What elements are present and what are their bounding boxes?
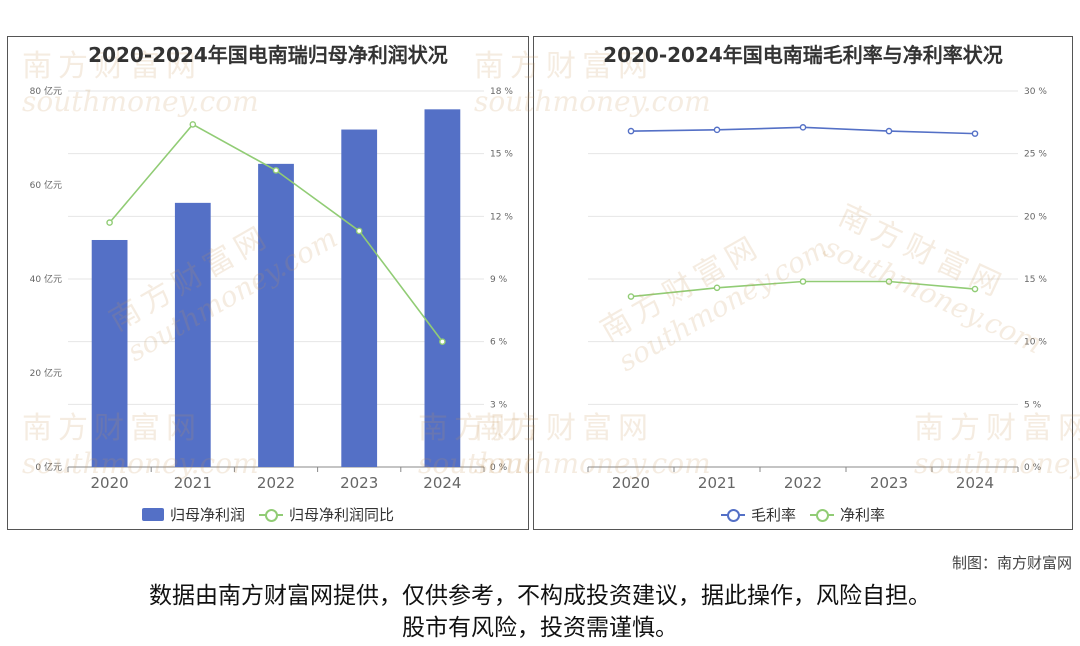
net-margin-point: [713, 284, 721, 292]
y-right-tick-label: 20 %: [1024, 212, 1047, 222]
x-tick-label: 2024: [956, 474, 994, 492]
y-right-tick-label: 18 %: [490, 87, 513, 97]
chart-panel-margins: 0 % 5 % 10 % 15 % 20 % 25 % 30 % 2020 2021 2022 20…: [474, 36, 1080, 530]
gross-margin-point: [971, 130, 979, 137]
y-right-tick-label: 30 %: [1024, 87, 1047, 97]
profit-bar: [258, 163, 294, 467]
y-right-tick-label: 0 %: [490, 463, 508, 473]
y-right-tick-label: 6 %: [490, 338, 508, 348]
x-tick-label: 2022: [784, 474, 822, 492]
yoy-point: [272, 167, 280, 174]
y-left-tick-label: 40 亿元: [30, 273, 62, 285]
y-left-tick-label: 20 亿元: [30, 367, 62, 379]
y-right-tick-label: 25 %: [1024, 150, 1047, 160]
chart-panel-net-profit: 0 % 3 % 6 % 9 % 12 % 15 % 18 % 2020 2021 2022 2023…: [7, 36, 655, 530]
y-right-tick-label: 12 %: [490, 212, 513, 222]
x-tick-label: 2022: [257, 474, 295, 492]
profit-bar: [341, 129, 378, 467]
yoy-point: [189, 121, 197, 128]
chart-title: 2020-2024年国电南瑞毛利率与净利率状况: [603, 43, 1003, 67]
x-tick-label: 2021: [174, 474, 212, 492]
disclaimer: 数据由南方财富网提供，仅供参考，不构成投资建议，据此操作，风险自担。 股市有风险…: [0, 580, 1080, 644]
legend-line-swatch: [810, 508, 834, 522]
legend-item-net-margin[interactable]: 净利率: [810, 504, 885, 525]
chart-title: 2020-2024年国电南瑞归母净利润状况: [88, 43, 448, 67]
yoy-point: [106, 219, 113, 226]
gross-margin-point: [713, 126, 721, 134]
y-right-tick-label: 15 %: [490, 150, 513, 160]
disclaimer-line: 数据由南方财富网提供，仅供参考，不构成投资建议，据此操作，风险自担。: [149, 583, 931, 609]
legend-item-gross-margin[interactable]: 毛利率: [720, 504, 796, 525]
y-right-tick-label: 15 %: [1024, 275, 1047, 285]
net-profit-chart: 0 % 3 % 6 % 9 % 12 % 15 % 18 % 2020 2021 2022 2023…: [30, 85, 514, 492]
y-right-tick-label: 5 %: [1024, 400, 1042, 410]
legend-label: 毛利率: [750, 506, 796, 524]
margins-chart: 0 % 5 % 10 % 15 % 20 % 25 % 30 % 2020 2021 2022 20…: [587, 87, 1047, 492]
gross-margin-point: [885, 127, 893, 135]
legend-line-swatch: [259, 508, 283, 522]
profit-bar: [91, 239, 128, 467]
net-margin-point: [971, 285, 979, 293]
legend-item-yoy[interactable]: 归母净利润同比: [259, 504, 394, 525]
disclaimer-line: 股市有风险，投资需谨慎。: [402, 615, 678, 641]
y-right-tick-label: 3 %: [490, 400, 508, 410]
legend-line-swatch: [720, 508, 745, 522]
gross-margin-point: [799, 124, 807, 131]
yoy-point: [355, 227, 363, 235]
profit-bar: [424, 109, 461, 467]
legend-label: 净利率: [840, 506, 886, 524]
x-tick-label: 2023: [340, 474, 378, 492]
y-right-tick-label: 9 %: [490, 275, 508, 285]
y-left-tick-label: 60 亿元: [30, 179, 62, 191]
legend-bar-swatch: [141, 508, 164, 521]
y-right-tick-label: 0 %: [1024, 463, 1042, 473]
gross-margin-point: [627, 127, 635, 135]
chart-legend: 毛利率 净利率: [534, 504, 1072, 525]
y-right-tick-label: 10 %: [1024, 338, 1047, 348]
profit-bar: [174, 202, 211, 468]
legend-item-profit[interactable]: 归母净利润: [141, 504, 245, 525]
y-left-tick-label: 0 亿元: [35, 461, 62, 473]
x-tick-label: 2024: [423, 474, 461, 492]
yoy-point: [439, 338, 446, 345]
net-margin-point: [799, 278, 807, 285]
legend-label: 归母净利润同比: [289, 506, 395, 524]
x-tick-label: 2020: [91, 474, 129, 492]
chart-legend: 归母净利润 归母净利润同比: [8, 504, 528, 525]
x-tick-label: 2020: [612, 474, 650, 492]
x-tick-label: 2021: [698, 474, 736, 492]
legend-label: 归母净利润: [169, 506, 245, 524]
net-margin-point: [627, 293, 635, 300]
chart-credit: 制图：南方财富网: [951, 554, 1072, 572]
x-tick-label: 2023: [870, 474, 908, 492]
y-left-tick-label: 80 亿元: [30, 85, 62, 97]
net-margin-point: [885, 278, 893, 285]
